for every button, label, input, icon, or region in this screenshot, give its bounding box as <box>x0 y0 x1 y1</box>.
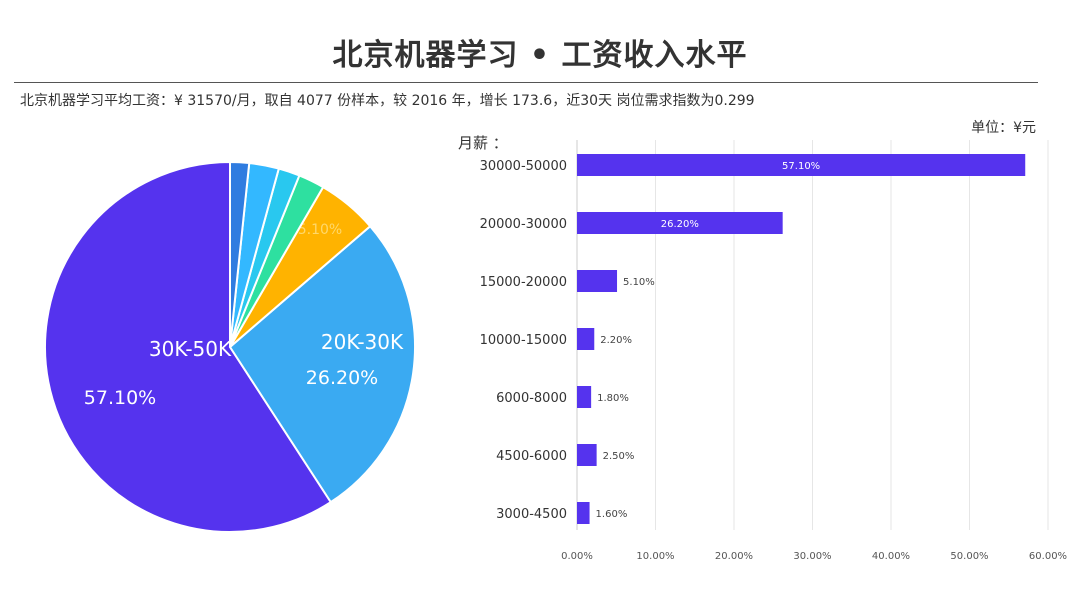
x-tick-label: 60.00% <box>1029 551 1067 562</box>
bar-value-label: 2.20% <box>600 335 632 346</box>
bar-category-label: 3000-4500 <box>496 507 567 522</box>
x-tick-label: 40.00% <box>872 551 910 562</box>
unit-label: 单位：¥元 <box>971 120 1036 136</box>
x-tick-label: 20.00% <box>715 551 753 562</box>
bar <box>577 386 592 408</box>
pie-slice-label: 20K-30K <box>321 330 404 354</box>
pie-slice-label: 30K-50K <box>149 337 232 361</box>
bar-value-label: 1.60% <box>596 509 628 520</box>
chart-title: 北京机器学习 • 工资收入水平 <box>332 38 748 73</box>
bar-value-label: 5.10% <box>623 277 655 288</box>
bar <box>577 270 618 292</box>
bar-axis-label: 月薪 ： <box>458 134 508 152</box>
bar-category-label: 6000-8000 <box>496 391 567 406</box>
x-tick-label: 10.00% <box>636 551 674 562</box>
bar-category-label: 20000-30000 <box>480 217 567 232</box>
bar-value-label: 26.20% <box>661 219 699 230</box>
pie-slice <box>44 160 333 533</box>
bar <box>577 154 1026 176</box>
bar-category-label: 15000-20000 <box>480 275 567 290</box>
bar-value-label: 1.80% <box>597 393 629 404</box>
summary-text: 北京机器学习平均工资：¥ 31570/月，取自 4077 份样本，较 2016 … <box>20 93 755 109</box>
bar-category-label: 4500-6000 <box>496 449 567 464</box>
bar <box>577 444 597 466</box>
x-tick-label: 50.00% <box>950 551 988 562</box>
pie-value-label: 26.20% <box>306 367 378 389</box>
bar <box>577 212 783 234</box>
bar-category-label: 30000-50000 <box>480 159 567 174</box>
bar-category-label: 10000-15000 <box>480 333 567 348</box>
bar-value-label: 57.10% <box>782 161 820 172</box>
bar-value-label: 2.50% <box>603 451 635 462</box>
bar <box>577 328 595 350</box>
pie-slice <box>228 224 416 504</box>
x-tick-label: 30.00% <box>793 551 831 562</box>
pie-value-label: 5.10% <box>298 222 342 238</box>
title-divider <box>14 82 1038 83</box>
pie-value-label: 57.10% <box>84 387 156 409</box>
x-tick-label: 0.00% <box>561 551 593 562</box>
pie-slice <box>229 160 251 348</box>
bar <box>577 502 590 524</box>
